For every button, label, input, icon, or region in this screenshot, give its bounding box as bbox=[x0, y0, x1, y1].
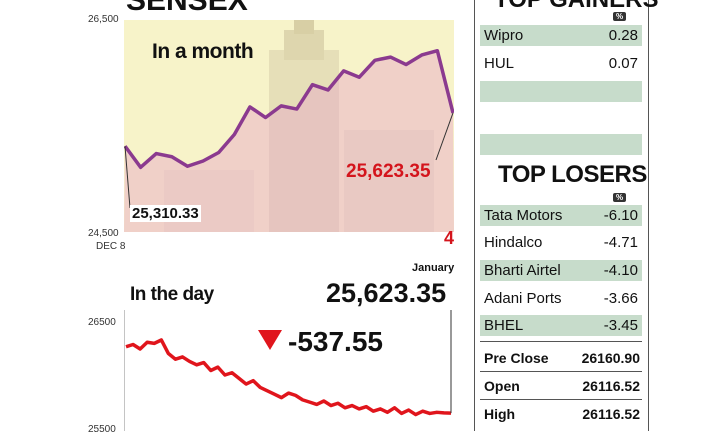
day-chart-svg bbox=[124, 310, 452, 431]
gainer-name: HUL bbox=[484, 55, 515, 72]
month-end-value: 25,623.35 bbox=[346, 161, 431, 182]
day-close-value: 25,623.35 bbox=[326, 278, 447, 308]
day-ytick-bottom: 25500 bbox=[88, 424, 116, 435]
loser-row: Bharti Airtel -4.10 bbox=[480, 260, 642, 281]
panel-divider-right bbox=[648, 0, 649, 431]
month-area bbox=[124, 50, 454, 232]
panel-divider-left bbox=[474, 0, 475, 431]
loser-value: -4.10 bbox=[603, 262, 638, 279]
month-x-end-label: January bbox=[412, 262, 455, 274]
summary-value: 26160.90 bbox=[581, 350, 640, 366]
month-series-line bbox=[124, 48, 454, 170]
loser-value: -4.71 bbox=[603, 234, 638, 251]
month-chart-svg bbox=[124, 48, 454, 232]
loser-row: BHEL -3.45 bbox=[480, 315, 642, 336]
month-x-end-day: 4 bbox=[444, 228, 455, 248]
day-change-value: -537.55 bbox=[288, 326, 383, 357]
gainer-row: Wipro 0.28 bbox=[480, 25, 642, 46]
summary-divider bbox=[480, 341, 642, 342]
loser-row: Hindalco -4.71 bbox=[480, 232, 642, 253]
month-end-pointer bbox=[435, 112, 454, 161]
top-gainers-title: TOP GAINERS bbox=[494, 0, 658, 14]
month-x-start-label: DEC 8 bbox=[96, 241, 126, 252]
day-series-line bbox=[125, 338, 452, 417]
summary-row: Pre Close 26160.90 bbox=[480, 347, 642, 369]
summary-row: Open 26116.52 bbox=[480, 375, 642, 397]
month-chart-title: In a month bbox=[152, 40, 254, 63]
summary-name: High bbox=[484, 406, 516, 422]
month-ytick-bottom: 24,500 bbox=[88, 228, 119, 239]
losers-pct-badge: % bbox=[613, 193, 627, 202]
top-losers-title: TOP LOSERS bbox=[498, 161, 647, 188]
summary-value: 26116.52 bbox=[582, 378, 640, 394]
day-ytick-top: 26500 bbox=[88, 317, 116, 328]
loser-value: -6.10 bbox=[603, 207, 638, 224]
summary-value: 26116.52 bbox=[582, 406, 640, 422]
loser-name: Adani Ports bbox=[484, 290, 562, 307]
loser-name: Hindalco bbox=[484, 234, 543, 251]
summary-divider bbox=[480, 399, 642, 400]
month-ytick-top: 26,500 bbox=[88, 14, 119, 25]
month-start-pointer bbox=[124, 146, 131, 209]
loser-name: Tata Motors bbox=[484, 207, 563, 224]
day-chart-title: In the day bbox=[130, 284, 214, 305]
gainer-name: Wipro bbox=[484, 27, 524, 44]
down-triangle-icon bbox=[258, 330, 282, 350]
summary-name: Open bbox=[484, 378, 520, 394]
loser-value: -3.45 bbox=[603, 317, 638, 334]
building-icon bbox=[164, 20, 434, 232]
loser-name: BHEL bbox=[484, 317, 524, 334]
gainer-value: 0.28 bbox=[608, 27, 638, 44]
loser-row: Adani Ports -3.66 bbox=[480, 288, 642, 309]
gainer-row-empty bbox=[480, 134, 642, 155]
summary-name: Pre Close bbox=[484, 350, 549, 366]
gainer-value: 0.07 bbox=[608, 55, 638, 72]
summary-divider bbox=[480, 371, 642, 372]
gainers-pct-badge: % bbox=[613, 12, 627, 21]
loser-value: -3.66 bbox=[603, 290, 638, 307]
summary-row: High 26116.52 bbox=[480, 403, 642, 425]
loser-row: Tata Motors -6.10 bbox=[480, 205, 642, 226]
gainer-row-empty bbox=[480, 81, 642, 102]
month-start-value: 25,310.33 bbox=[130, 205, 201, 222]
chart-title: SENSEX bbox=[126, 0, 248, 17]
gainer-row: HUL 0.07 bbox=[480, 53, 642, 74]
month-chart-panel: In a month 25,310.33 25,623.35 bbox=[124, 20, 454, 232]
loser-name: Bharti Airtel bbox=[484, 262, 561, 279]
